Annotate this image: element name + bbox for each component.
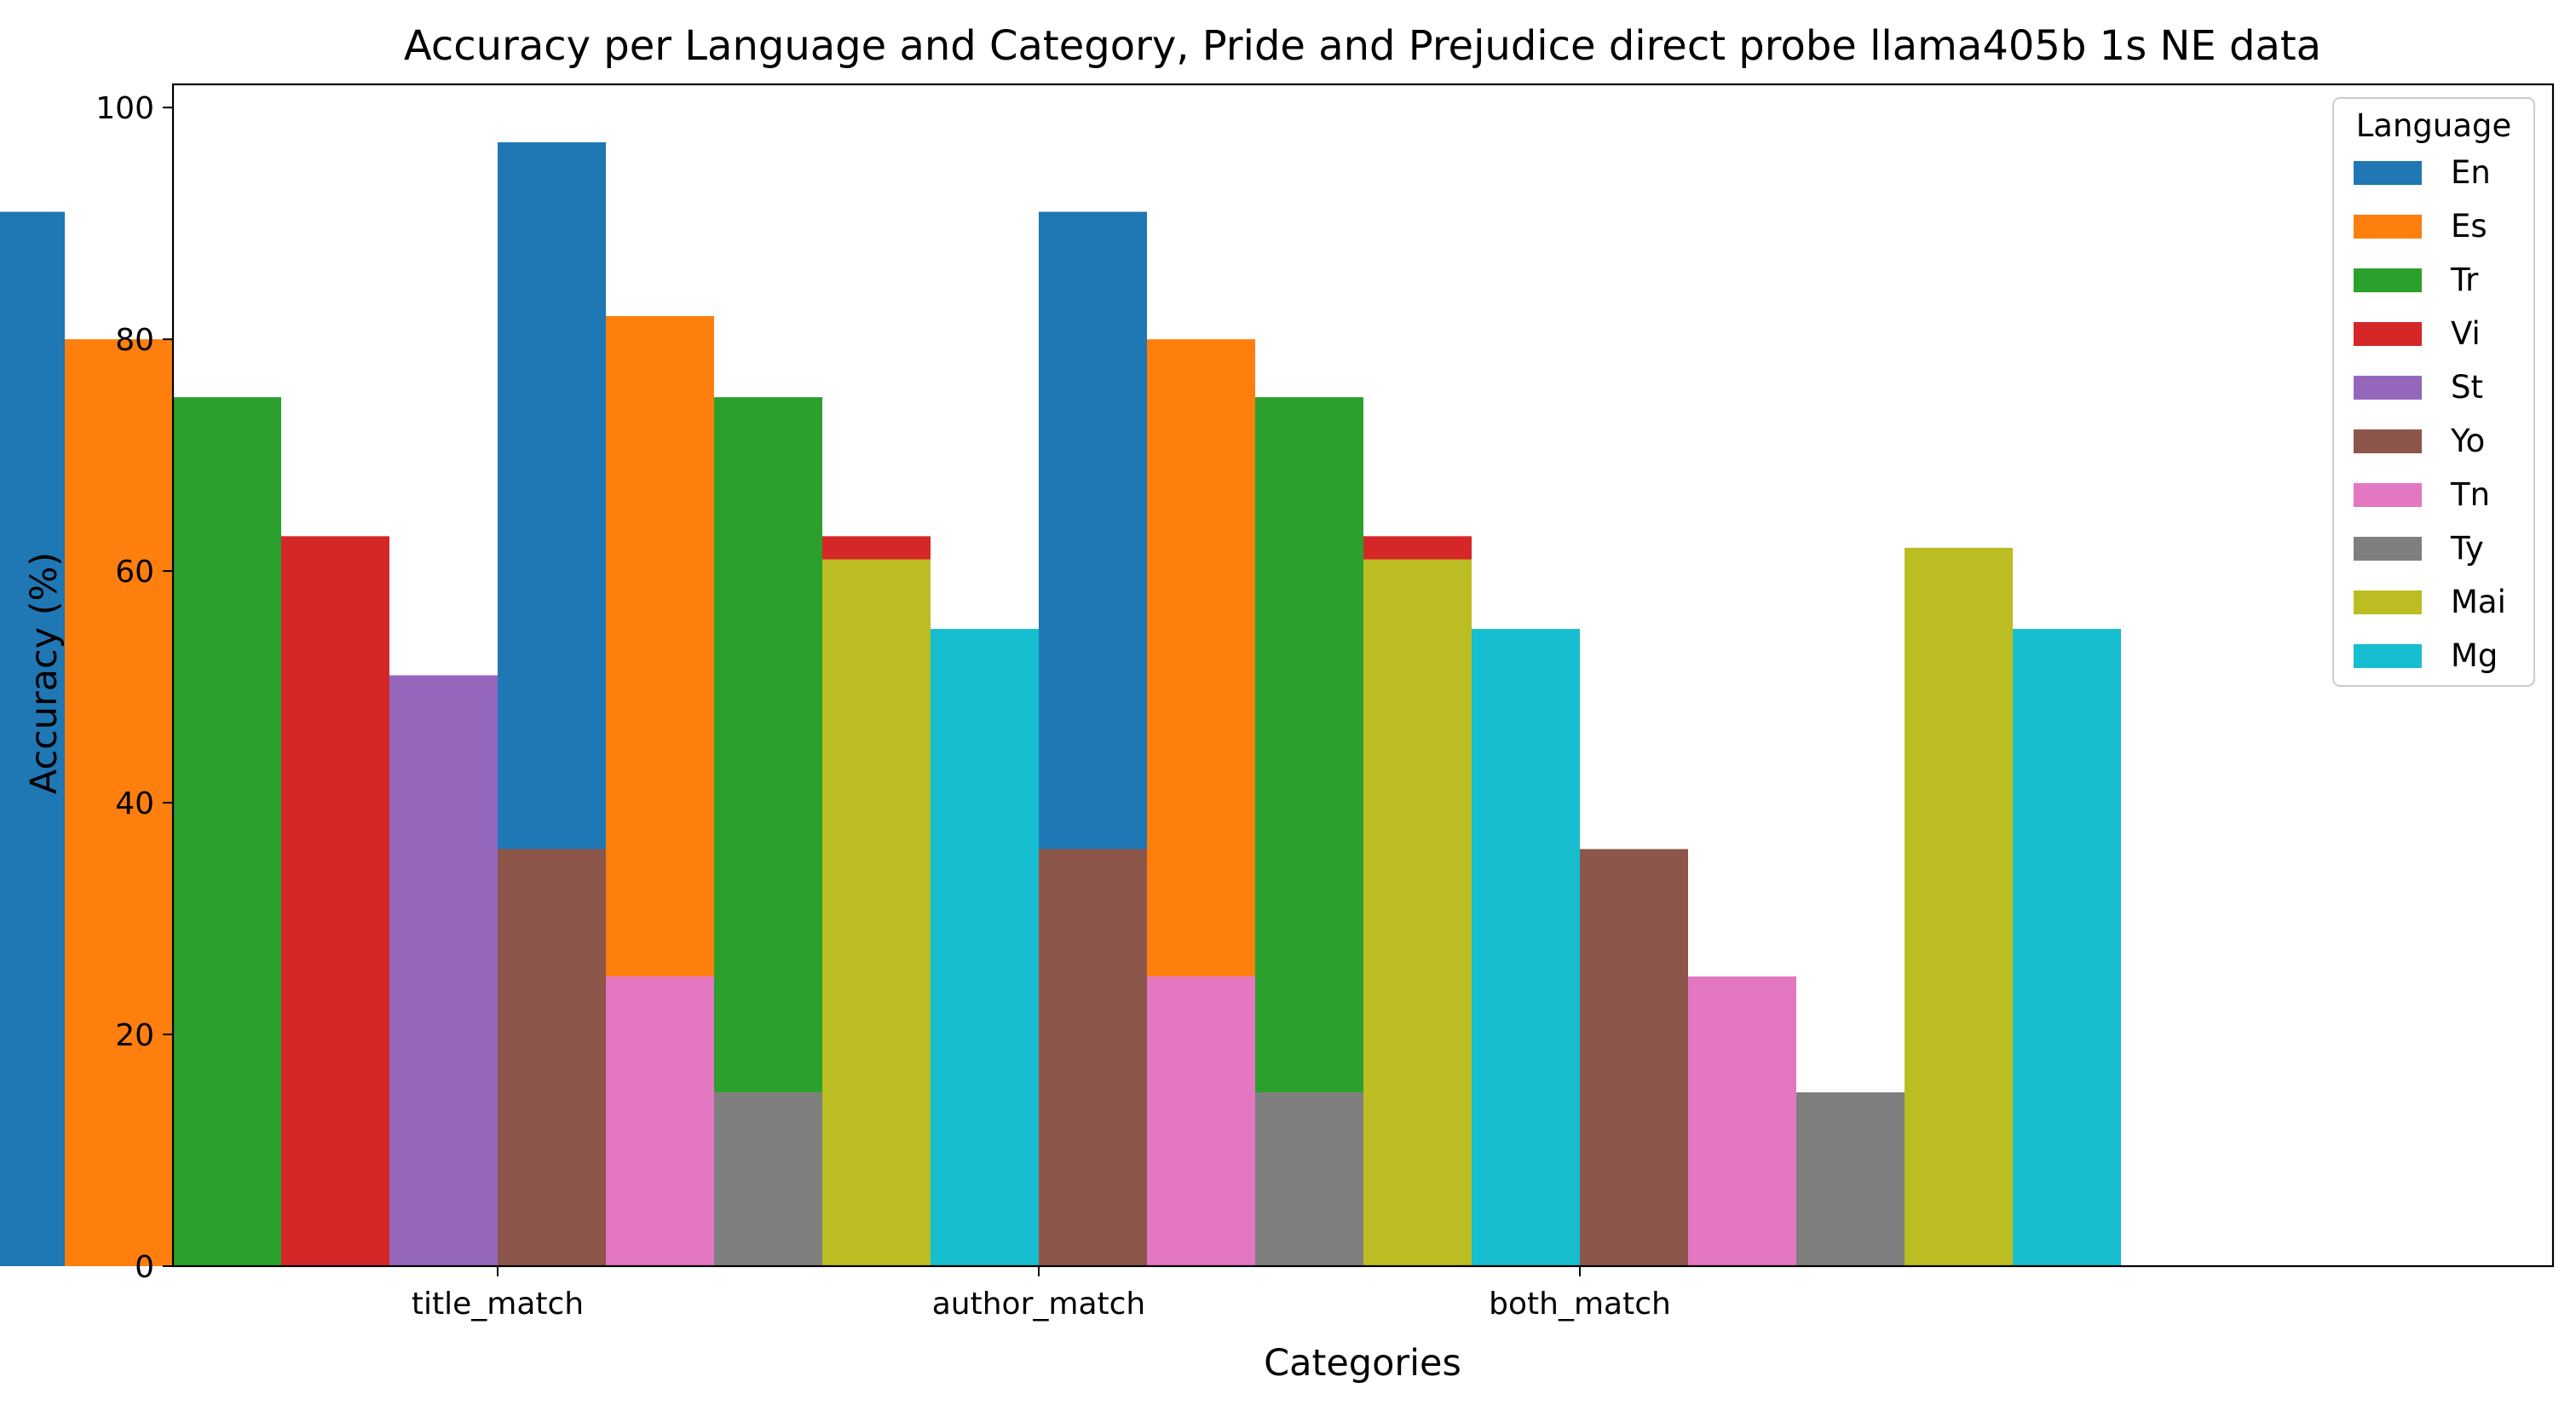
bar-mg-title_match	[931, 629, 1039, 1266]
x-tick-label-title_match: title_match	[412, 1287, 584, 1322]
legend-swatch-tn	[2354, 483, 2422, 507]
legend-swatch-es	[2354, 215, 2422, 239]
x-tick-label-author_match: author_match	[932, 1287, 1146, 1322]
y-tick-label: 0	[135, 1250, 154, 1285]
legend-swatch-tr	[2354, 268, 2422, 292]
legend-swatch-st	[2354, 376, 2422, 400]
axes: 0 20 40 60 80 100 title_match author_match both_…	[95, 83, 2555, 1322]
bar-yo-author_match	[1039, 849, 1147, 1266]
bar-tr-title_match	[173, 397, 281, 1266]
y-tick-label: 80	[115, 323, 154, 358]
bar-ty-author_match	[1255, 1092, 1363, 1266]
bar-yo-title_match	[498, 849, 606, 1266]
plot-frame	[171, 83, 2555, 1268]
bar-mg-both_match	[2013, 629, 2121, 1266]
bars	[0, 141, 2121, 1267]
bar-yo-both_match	[1580, 849, 1688, 1266]
bar-mg-author_match	[1472, 629, 1580, 1266]
y-tick-label: 60	[115, 555, 154, 590]
legend-label-es: Es	[2451, 208, 2487, 245]
legend-label-en: En	[2451, 154, 2491, 191]
legend-label-mg: Mg	[2451, 637, 2498, 674]
legend-label-tr: Tr	[2450, 262, 2479, 298]
bar-mai-title_match	[822, 559, 931, 1266]
legend-swatch-yo	[2354, 429, 2422, 453]
y-tick-label: 20	[115, 1018, 154, 1053]
bar-ty-both_match	[1796, 1092, 1905, 1266]
legend-label-mai: Mai	[2451, 584, 2506, 620]
bar-ty-title_match	[714, 1092, 822, 1266]
y-tick-label: 40	[115, 786, 154, 821]
legend-label-tn: Tn	[2450, 476, 2490, 513]
legend-swatch-en	[2354, 161, 2422, 185]
bar-es-title_match	[65, 339, 173, 1266]
legend-swatch-ty	[2354, 537, 2422, 561]
y-axis-label: Accuracy (%)	[23, 552, 66, 794]
y-tick-label: 100	[95, 91, 154, 126]
legend-label-st: St	[2451, 369, 2483, 406]
bar-tn-author_match	[1147, 976, 1255, 1266]
bar-mai-author_match	[1363, 559, 1472, 1266]
legend-swatch-mg	[2354, 644, 2422, 668]
legend-label-yo: Yo	[2450, 423, 2485, 459]
legend-title: Language	[2356, 107, 2512, 144]
bar-en-title_match	[0, 211, 65, 1267]
x-tick-label-both_match: both_match	[1489, 1287, 1671, 1322]
legend: Language En Es Tr Vi St Yo Tn Ty Mai Mg	[2332, 97, 2535, 687]
bar-tn-both_match	[1688, 976, 1796, 1266]
chart-title: Accuracy per Language and Category, Prid…	[404, 22, 2321, 70]
bar-mai-both_match	[1905, 547, 2013, 1266]
legend-swatch-mai	[2354, 590, 2422, 614]
legend-label-ty: Ty	[2450, 530, 2484, 567]
x-axis-label: Categories	[1264, 1342, 1461, 1385]
bar-st-title_match	[389, 675, 498, 1266]
bar-tn-title_match	[606, 976, 714, 1266]
legend-label-vi: Vi	[2451, 315, 2481, 352]
bar-vi-title_match	[281, 536, 389, 1266]
legend-swatch-vi	[2354, 322, 2422, 346]
